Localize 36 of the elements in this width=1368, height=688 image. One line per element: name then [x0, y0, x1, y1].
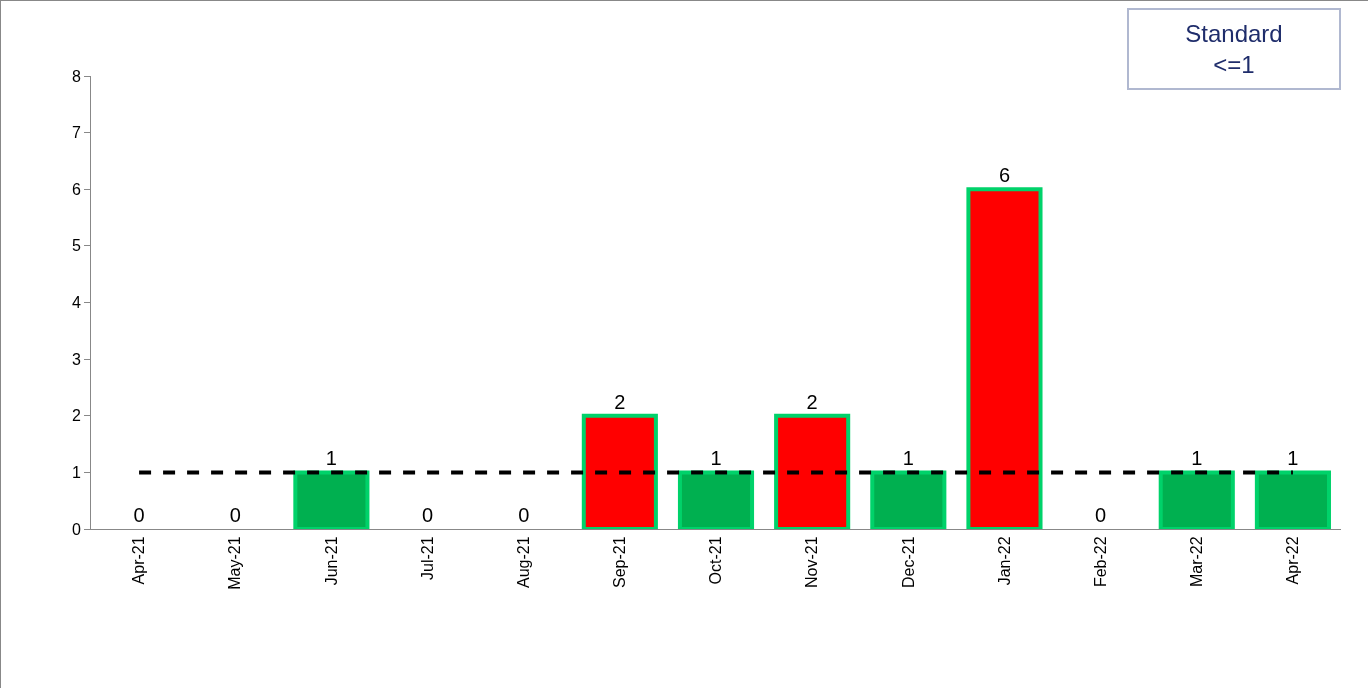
x-tick-label: Jan-22: [995, 536, 1013, 586]
y-tick-label: 0: [71, 520, 81, 538]
data-label: 1: [710, 447, 722, 470]
annotation: Standard <=1: [1185, 20, 1283, 79]
x-tick-label: Nov-21: [803, 536, 821, 588]
x-tick-label: Dec-21: [899, 536, 917, 588]
data-label: 0: [133, 504, 145, 526]
data-label: 2: [614, 390, 626, 413]
x-tick-label: May-21: [226, 536, 244, 590]
x-tick-label: Apr-21: [130, 536, 148, 585]
x-tick-label: Jun-21: [322, 536, 340, 586]
x-tick-label: Apr-22: [1284, 536, 1302, 585]
data-label: 1: [1191, 447, 1203, 470]
y-tick-label: 3: [71, 350, 81, 368]
y-tick-label: 6: [71, 180, 81, 198]
x-tick-label: Jul-21: [418, 536, 436, 580]
data-label: 0: [518, 504, 530, 526]
data-label: 0: [1095, 504, 1107, 526]
x-tick-label: Feb-22: [1091, 536, 1109, 588]
data-label: 0: [421, 504, 434, 526]
x-tick-label: Oct-21: [707, 536, 725, 585]
data-label: 6: [998, 164, 1011, 187]
data-label: 0: [229, 504, 241, 526]
y-tick-label: 1: [71, 463, 81, 481]
x-tick-label: Sep-21: [611, 536, 629, 588]
y-tick-label: 5: [71, 237, 81, 255]
y-tick-label: 4: [71, 294, 81, 312]
data-label: 2: [806, 390, 818, 413]
y-tick-label: 8: [71, 67, 81, 85]
x-tick-label: Mar-22: [1187, 536, 1205, 588]
y-tick-label: 7: [71, 124, 81, 142]
x-tick-label: Aug-21: [514, 536, 532, 588]
data-label: 1: [902, 447, 914, 470]
y-tick-label: 2: [71, 407, 81, 425]
data-label: 1: [1287, 447, 1299, 470]
data-label: 1: [325, 447, 337, 470]
